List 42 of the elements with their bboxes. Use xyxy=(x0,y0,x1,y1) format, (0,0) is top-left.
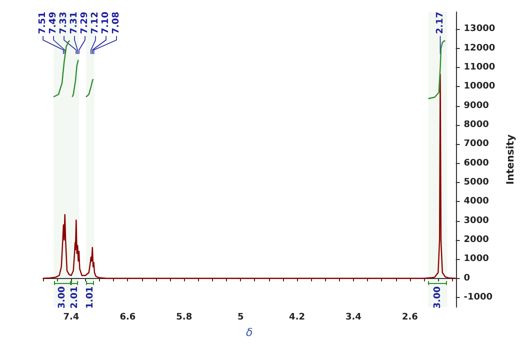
y-tick-label: 0 xyxy=(464,273,470,284)
y-tick-label: -1000 xyxy=(464,292,493,303)
y-tick-label: 4000 xyxy=(464,196,489,207)
y-tick-label: 2000 xyxy=(464,235,489,246)
annotation: 7.12 xyxy=(90,12,101,34)
y-tick-label: 6000 xyxy=(464,158,489,168)
line-series xyxy=(52,40,70,98)
annotation: 7.31 xyxy=(70,12,80,34)
x-tick-label: 7.4 xyxy=(63,312,80,323)
y-tick-label: 5000 xyxy=(464,178,489,188)
y-tick-label: 3000 xyxy=(464,216,489,226)
y-tick-label: 12000 xyxy=(464,43,496,54)
y-tick-label: 8000 xyxy=(464,120,489,130)
band-label: 3.00 xyxy=(432,286,443,309)
x-tick-label: 4.2 xyxy=(289,312,305,323)
y-tick-label: 9000 xyxy=(464,100,489,111)
y-tick-label: 13000 xyxy=(464,24,496,34)
annotation: 7.49 xyxy=(48,12,59,34)
band-label: 2.01 xyxy=(70,286,80,309)
annotation: 7.29 xyxy=(80,12,90,34)
y-tick-label: 11000 xyxy=(464,62,496,73)
x-tick-label: 5.8 xyxy=(176,312,192,323)
y-axis-title: Intensity xyxy=(506,134,516,185)
x-axis-title: δ xyxy=(246,326,254,339)
y-tick-label: 7000 xyxy=(464,139,489,150)
y-tick-label: 1000 xyxy=(464,254,489,264)
annotation: 7.33 xyxy=(59,12,70,34)
x-tick-label: 6.6 xyxy=(120,312,136,323)
y-tick-label: 10000 xyxy=(464,82,496,92)
annotation: 7.51 xyxy=(38,12,48,34)
annotation: 2.17 xyxy=(435,12,446,34)
annotation: 7.08 xyxy=(112,12,122,34)
band-label: 1.01 xyxy=(85,286,96,309)
band-label: 3.00 xyxy=(57,286,68,309)
line-series xyxy=(428,40,446,100)
line-series xyxy=(72,59,79,98)
line-series xyxy=(42,74,456,279)
x-tick-label: 5 xyxy=(237,312,244,323)
line-series xyxy=(85,78,94,98)
annotation: 7.10 xyxy=(101,12,112,34)
x-tick-label: 2.6 xyxy=(402,312,418,323)
x-tick-label: 3.4 xyxy=(345,312,362,323)
